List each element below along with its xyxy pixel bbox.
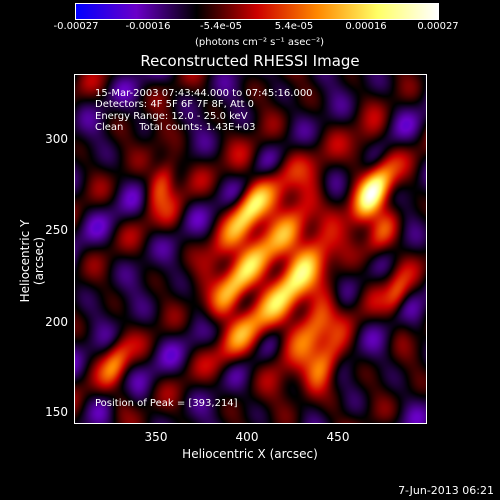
info-clean-counts: Clean Total counts: 1.43E+03 <box>95 122 256 133</box>
colorbar-unit-label: (photons cm⁻² s⁻¹ asec⁻²) <box>195 37 325 48</box>
colorbar-tick: -0.00016 <box>125 21 171 32</box>
x-tick-label: 450 <box>326 430 350 444</box>
y-tick-label: 250 <box>45 223 68 237</box>
colorbar-tick: 0.00016 <box>345 21 387 32</box>
y-axis-label: Heliocentric Y (arcsec) <box>18 219 46 303</box>
colorbar <box>75 3 439 20</box>
info-energy-range: Energy Range: 12.0 - 25.0 keV <box>95 111 248 122</box>
image-plot <box>74 74 427 424</box>
colorbar-tick: 0.00027 <box>417 21 459 32</box>
info-time-range: 15-Mar-2003 07:43:44.000 to 07:45:16.000 <box>95 88 313 99</box>
heatmap-image <box>75 75 426 423</box>
y-tick-label: 150 <box>45 405 68 419</box>
x-tick-label: 400 <box>235 430 259 444</box>
x-tick-label: 350 <box>144 430 168 444</box>
datestamp: 7-Jun-2013 06:21 <box>398 484 494 497</box>
peak-position-label: Position of Peak = [393,214] <box>95 398 238 409</box>
info-detectors: Detectors: 4F 5F 6F 7F 8F, Att 0 <box>95 99 255 110</box>
image-title: Reconstructed RHESSI Image <box>140 52 360 70</box>
y-tick-label: 200 <box>45 315 68 329</box>
x-axis-label: Heliocentric X (arcsec) <box>182 447 318 461</box>
colorbar-tick: 5.4e-05 <box>274 21 314 32</box>
colorbar-tick: -5.4e-05 <box>200 21 242 32</box>
y-tick-label: 300 <box>45 132 68 146</box>
colorbar-tick: -0.00027 <box>53 21 99 32</box>
